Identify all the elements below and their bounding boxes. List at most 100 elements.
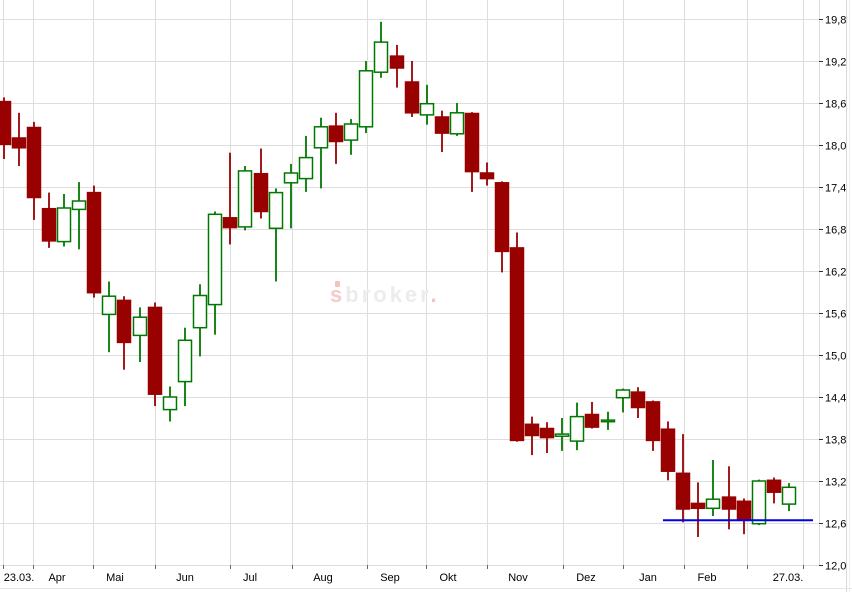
candle-down (0, 97, 12, 159)
y-axis-label: 19,2 (825, 57, 846, 69)
candle-down (539, 422, 555, 453)
candle-down (479, 162, 495, 186)
y-axis-label: 13,2 (825, 477, 846, 489)
candle-body (56, 207, 72, 243)
candle-up (192, 284, 208, 357)
x-axis-label: Nov (508, 572, 528, 584)
candle-body (0, 100, 12, 146)
candle-down (736, 498, 752, 535)
candle-up (177, 327, 193, 407)
candle-body (600, 419, 616, 423)
candle-down (630, 387, 646, 418)
x-axis-label: Mai (106, 572, 124, 584)
candle-body (494, 182, 510, 253)
candle-down (494, 181, 510, 273)
candle-body (479, 172, 495, 180)
window-border-right (846, 0, 847, 592)
candle-body (298, 156, 314, 180)
x-axis-label: Jul (243, 572, 257, 584)
candle-down (116, 296, 132, 370)
candle-body (162, 396, 178, 411)
candle-body (101, 295, 117, 316)
candle-down (253, 148, 269, 219)
candle-body (630, 391, 646, 409)
candle-up (554, 418, 570, 451)
candle-body (116, 299, 132, 344)
candle-up (373, 21, 389, 78)
candle-up (781, 483, 797, 512)
candle-up (237, 166, 253, 231)
candle-body (751, 480, 767, 525)
x-axis-label: 27.03. (773, 572, 804, 584)
candle-body (524, 423, 540, 437)
y-axis-label: 16,2 (825, 267, 846, 279)
candle-up (358, 61, 374, 134)
candle-down (86, 185, 102, 298)
candle-up (343, 119, 359, 155)
y-axis-label: 15,0 (825, 351, 846, 363)
candle-body (343, 123, 359, 141)
candle-down (509, 232, 525, 442)
candle-down (404, 61, 420, 117)
candle-body (207, 213, 223, 306)
candle-down (26, 121, 42, 220)
x-axis-label: Aug (313, 572, 333, 584)
candle-body (358, 70, 374, 128)
candle-up (207, 211, 223, 335)
candles (0, 21, 797, 537)
candle-up (313, 117, 329, 189)
candle-body (26, 126, 42, 199)
y-axis: 19,8 19,2 18,6 18,0 17,4 16,8 16,2 15,6 15,0 14,4… (819, 15, 846, 573)
gridlines (0, 0, 820, 566)
candle-down (660, 421, 676, 481)
x-axis-label: Okt (439, 572, 456, 584)
candle-body (569, 415, 585, 442)
candle-body (389, 55, 405, 69)
candle-up (71, 182, 87, 250)
candle-body (328, 125, 344, 143)
candle-body (781, 486, 797, 505)
candle-body (192, 294, 208, 329)
x-axis-label: Dez (576, 572, 596, 584)
candle-body (373, 41, 389, 73)
candle-body (132, 316, 148, 337)
candle-body (509, 247, 525, 442)
window-border-right-highlight (849, 0, 850, 592)
candle-body (721, 496, 737, 510)
y-axis-label: 18,0 (825, 141, 846, 153)
y-axis-label: 12,6 (825, 519, 846, 531)
x-axis-label: 23.03. (4, 572, 35, 584)
candle-body (736, 500, 752, 521)
y-axis-label: 17,4 (825, 183, 846, 195)
x-axis-label: Feb (698, 572, 717, 584)
x-axis-label: Sep (380, 572, 400, 584)
candle-up (751, 479, 767, 526)
x-axis-label: Apr (48, 572, 65, 584)
candle-body (177, 339, 193, 383)
candle-body (86, 191, 102, 294)
x-axis-label: Jan (639, 572, 657, 584)
candle-up (101, 281, 117, 353)
candle-body (615, 389, 631, 399)
candle-up (419, 84, 435, 125)
y-axis-label: 18,6 (825, 99, 846, 111)
candle-up (268, 188, 284, 282)
candle-up (283, 163, 299, 229)
candle-body (434, 116, 450, 134)
x-axis: 23.03. Apr Mai Jun Jul Aug Sep Okt Nov Dez Jan Feb 2… (3, 565, 804, 584)
y-axis-label: 19,8 (825, 15, 846, 27)
candle-body (766, 479, 782, 493)
candle-up (705, 460, 721, 516)
candle-body (11, 137, 27, 149)
candle-body (404, 81, 420, 114)
candle-up (132, 307, 148, 362)
candle-up (162, 386, 178, 422)
y-axis-label: 14,4 (825, 393, 846, 405)
candle-body (584, 413, 600, 428)
candle-up (615, 388, 631, 413)
candle-down (464, 112, 480, 192)
candle-up (600, 411, 616, 430)
y-axis-label: 16,8 (825, 225, 846, 237)
